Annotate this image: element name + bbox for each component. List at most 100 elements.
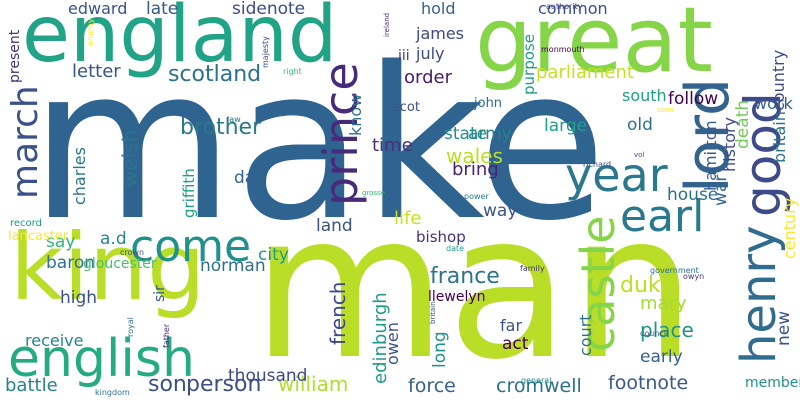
word-scot: scot bbox=[393, 100, 420, 115]
word-say: say bbox=[46, 232, 76, 252]
word-person: person bbox=[186, 372, 262, 397]
word-power: power bbox=[464, 192, 489, 201]
word-south: south bbox=[622, 86, 667, 105]
word-majesty: majesty bbox=[261, 36, 270, 68]
word-cromwell: cromwell bbox=[496, 375, 582, 397]
word-father: father bbox=[162, 323, 171, 348]
word-purpose: purpose bbox=[520, 34, 538, 95]
word-make: make bbox=[30, 22, 607, 267]
word-footnote: footnote bbox=[608, 372, 689, 394]
word-britain: britain bbox=[770, 111, 789, 163]
word-century: century bbox=[780, 197, 799, 259]
word-gloucester: gloucester bbox=[83, 256, 157, 272]
word-receive: receive bbox=[25, 331, 84, 350]
word-enemy: enemy bbox=[86, 18, 95, 46]
word-earl: earl bbox=[620, 191, 705, 242]
word-soon: soon bbox=[657, 106, 674, 114]
word-england: england bbox=[22, 0, 338, 80]
word-come: come bbox=[130, 221, 252, 272]
word-bring: bring bbox=[452, 159, 499, 180]
word-lancaster: lancaster bbox=[8, 229, 69, 244]
word-family: family bbox=[520, 264, 545, 273]
word-long: long bbox=[430, 331, 450, 368]
word-richard: richard bbox=[583, 160, 612, 169]
word-place: place bbox=[640, 318, 694, 342]
word-order: order bbox=[404, 67, 452, 88]
word-authority: authority bbox=[546, 2, 583, 11]
word-right: right bbox=[283, 67, 302, 76]
word-welsh: welsh bbox=[118, 129, 142, 187]
word-record: record bbox=[10, 218, 42, 229]
word-king: king bbox=[10, 214, 206, 321]
word-july: july bbox=[416, 44, 445, 63]
word-sir: sir bbox=[152, 285, 168, 302]
word-edward: edward bbox=[68, 0, 128, 18]
word-way: way bbox=[483, 201, 518, 221]
word-life: life bbox=[394, 208, 422, 229]
word-charles: charles bbox=[70, 147, 89, 205]
word-iii: iii bbox=[398, 48, 410, 64]
word-general: general bbox=[521, 376, 552, 385]
word-letter: letter bbox=[72, 61, 121, 82]
word-work: work bbox=[754, 94, 793, 113]
word-know: know bbox=[346, 93, 365, 136]
word-james: james bbox=[416, 24, 465, 43]
word-hold: hold bbox=[421, 0, 456, 18]
word-ireland: ireland bbox=[383, 12, 391, 37]
word-late: late bbox=[146, 0, 179, 19]
word-griffith: griffith bbox=[180, 168, 198, 218]
word-english: english bbox=[8, 329, 195, 389]
word-kingdom: kingdom bbox=[95, 388, 130, 397]
word-a-d: a.d bbox=[100, 229, 127, 249]
word-william: william bbox=[278, 372, 349, 396]
word-brother: brother bbox=[180, 115, 262, 140]
word-follow: follow bbox=[668, 89, 719, 109]
word-owen: owen bbox=[383, 322, 402, 365]
word-mary: mary bbox=[640, 293, 687, 314]
word-court: court bbox=[576, 314, 595, 356]
word-time: time bbox=[372, 135, 413, 156]
word-army: army bbox=[468, 124, 512, 144]
word-day: day bbox=[234, 168, 266, 188]
word-monmouth: monmouth bbox=[541, 45, 585, 54]
word-country: country bbox=[769, 49, 788, 111]
word-baron: baron bbox=[46, 253, 95, 273]
word-thousand: thousand bbox=[228, 366, 308, 386]
word-bishop: bishop bbox=[416, 228, 466, 246]
word-force: force bbox=[408, 375, 456, 397]
word-land: land bbox=[316, 216, 353, 236]
word-owyn: owyn bbox=[683, 272, 705, 281]
word-law: law bbox=[227, 115, 241, 124]
word-royal: royal bbox=[126, 317, 135, 337]
word-grosse: grosse bbox=[362, 189, 386, 197]
word-scotland: scotland bbox=[168, 62, 262, 87]
word-john: john bbox=[474, 96, 503, 111]
word-old: old bbox=[627, 115, 653, 135]
word-large: large bbox=[544, 116, 588, 136]
word-member: member bbox=[745, 375, 800, 391]
word-great: great bbox=[475, 0, 713, 93]
word-house: house bbox=[667, 185, 719, 205]
word-french: french bbox=[326, 281, 350, 345]
word-wales: wales bbox=[446, 144, 503, 168]
word-history: history bbox=[720, 116, 739, 172]
word-battle: battle bbox=[5, 375, 58, 396]
word-present: present bbox=[7, 29, 23, 83]
word-sidenote: sidenote bbox=[232, 0, 306, 19]
word-city: city bbox=[258, 245, 289, 265]
word-far: far bbox=[500, 316, 523, 335]
word-parliament: parliament bbox=[536, 62, 634, 83]
word-date: date bbox=[446, 244, 465, 253]
word-common: common bbox=[538, 0, 608, 18]
word-government: government bbox=[650, 266, 699, 275]
word-high: high bbox=[60, 288, 98, 308]
word-act: act bbox=[502, 334, 529, 354]
word-new: new bbox=[774, 310, 794, 346]
word-france: france bbox=[430, 264, 500, 289]
word-duke: duke bbox=[620, 273, 674, 298]
word-crown: crown bbox=[120, 248, 145, 257]
word-march: march bbox=[5, 85, 46, 199]
word-state: state bbox=[444, 124, 488, 144]
word-year: year bbox=[565, 148, 668, 202]
